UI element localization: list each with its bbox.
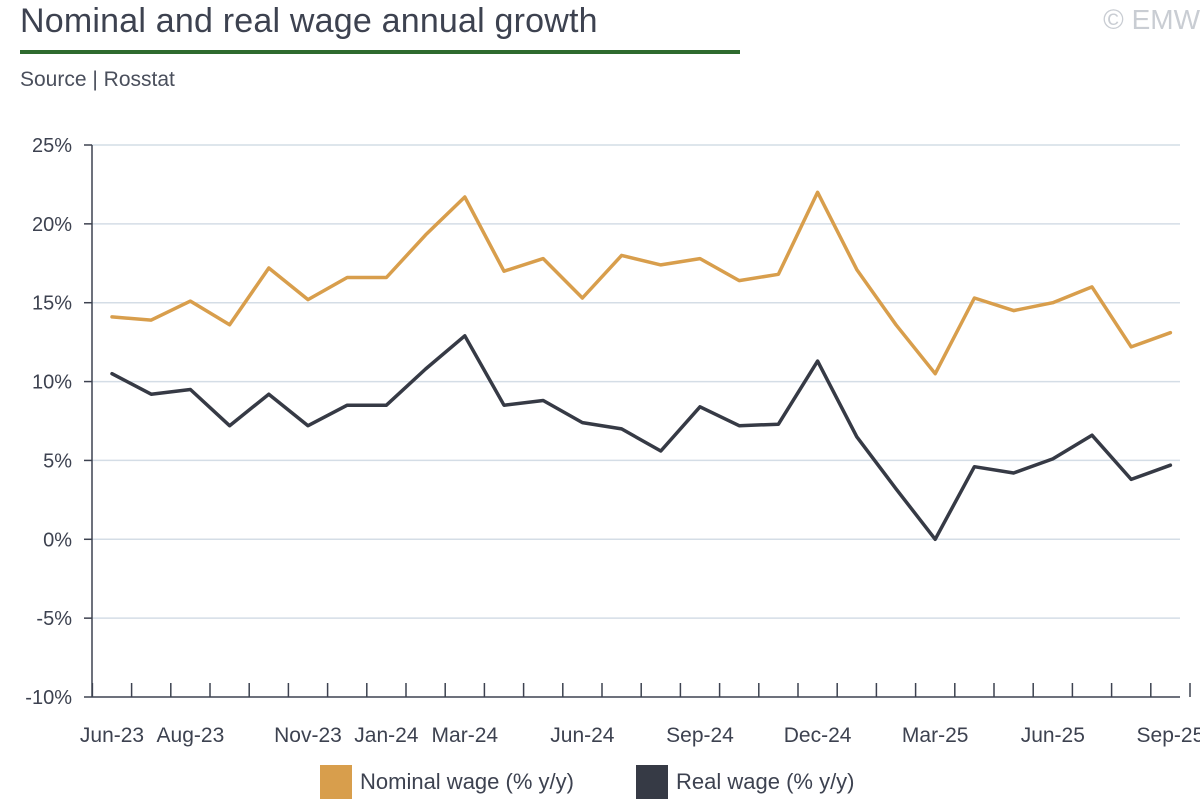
legend-swatch-nominal — [320, 765, 352, 799]
title-underline — [20, 50, 740, 54]
line-chart: -10% -5% 0% 5% 10% 15% 20% 25% Jun-23 Aug-23 Nov-2… — [25, 135, 1200, 747]
series-line-real — [110, 334, 1173, 542]
x-tick-label: Jun-24 — [550, 724, 615, 747]
legend: Nominal wage (% y/y) Real wage (% y/y) — [0, 762, 1200, 802]
legend-label-nominal: Nominal wage (% y/y) — [360, 769, 574, 794]
y-tick-label: -10% — [25, 687, 72, 709]
legend-item-nominal: Nominal wage (% y/y) — [320, 765, 574, 799]
y-tick-label: -5% — [36, 608, 72, 630]
chart-title: Nominal and real wage annual growth — [20, 2, 598, 40]
y-tick-label: 20% — [32, 214, 72, 236]
source-label: Source | Rosstat — [20, 68, 175, 91]
y-tick-label: 25% — [32, 135, 72, 157]
x-tick-label: Jun-23 — [80, 724, 144, 747]
x-tick-label: Nov-23 — [274, 724, 342, 747]
legend-item-real: Real wage (% y/y) — [636, 765, 855, 799]
x-tick-label: Sep-25 — [1137, 724, 1200, 747]
y-tick-label: 10% — [32, 372, 72, 394]
legend-label-real: Real wage (% y/y) — [676, 769, 855, 794]
y-tick-label: 5% — [43, 450, 72, 472]
x-tick-label: Mar-25 — [902, 724, 969, 747]
x-tick-label: Sep-24 — [666, 724, 734, 747]
series-line-nominal — [110, 190, 1173, 376]
legend-swatch-real — [636, 765, 668, 799]
x-tick-label: Aug-23 — [157, 724, 225, 747]
y-tick-label: 0% — [43, 529, 72, 551]
series-lines — [110, 190, 1173, 542]
y-tick-label: 15% — [32, 293, 72, 315]
gridlines — [92, 144, 1180, 619]
copyright-watermark: © EMW — [1103, 4, 1200, 35]
axes: -10% -5% 0% 5% 10% 15% 20% 25% Jun-23 Aug-23 Nov-2… — [25, 135, 1200, 747]
x-tick-label: Dec-24 — [784, 724, 852, 747]
x-tick-label: Mar-24 — [432, 724, 499, 747]
x-tick-label: Jun-25 — [1021, 724, 1085, 747]
x-tick-label: Jan-24 — [354, 724, 419, 747]
